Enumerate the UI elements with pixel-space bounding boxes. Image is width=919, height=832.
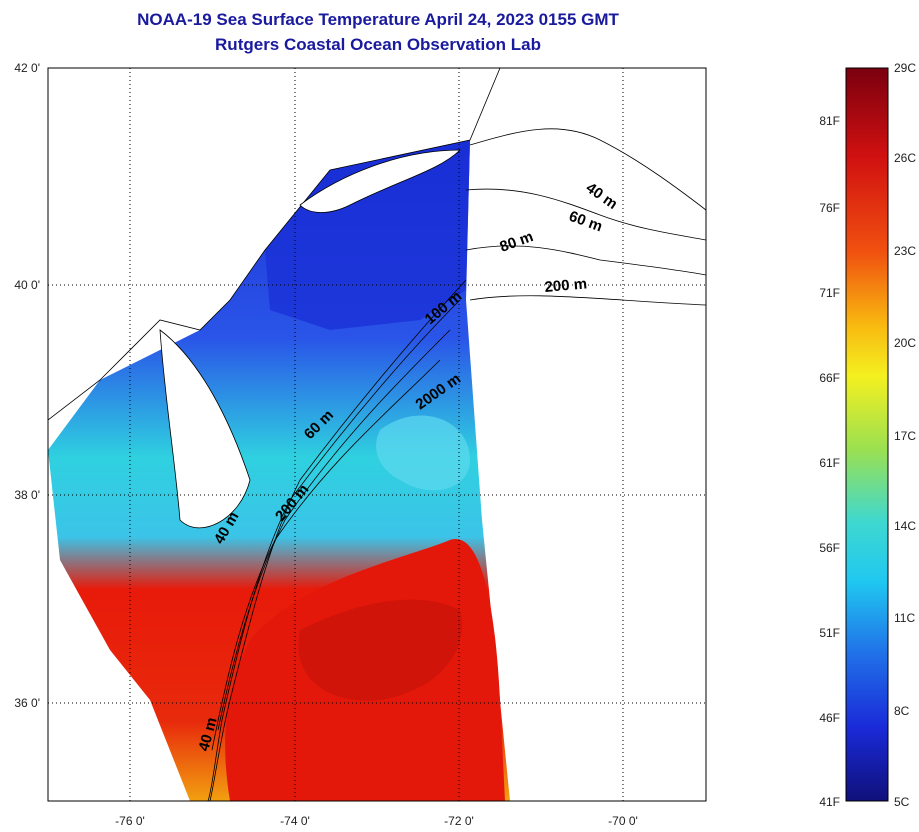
- lat-label-38: 38 0': [14, 488, 40, 502]
- land-mass: [48, 68, 501, 421]
- cb-c-14: 14C: [894, 519, 916, 533]
- contour-label-80m: 80 m: [498, 228, 536, 256]
- lon-label-70: -70 0': [608, 814, 638, 828]
- cb-c-23: 23C: [894, 244, 916, 258]
- sst-map: 42 0' 40 0' 38 0' 36 0' -76 0' -74 0' -7…: [14, 61, 707, 828]
- lat-label-42: 42 0': [14, 61, 40, 75]
- cb-f-71: 71F: [819, 286, 840, 300]
- cb-c-20: 20C: [894, 336, 916, 350]
- cb-f-66: 66F: [819, 371, 840, 385]
- cb-f-41: 41F: [819, 795, 840, 809]
- cb-f-56: 56F: [819, 541, 840, 555]
- lat-label-40: 40 0': [14, 278, 40, 292]
- contour-label-40m: 40 m: [583, 179, 621, 213]
- cb-c-8: 8C: [894, 704, 910, 718]
- graticule: [48, 68, 706, 801]
- cb-c-26: 26C: [894, 151, 916, 165]
- cb-f-51: 51F: [819, 626, 840, 640]
- lon-label-72: -72 0': [444, 814, 474, 828]
- cb-c-11: 11C: [894, 611, 915, 625]
- contour-label-60m: 60 m: [567, 208, 605, 236]
- cool-swirl: [376, 415, 470, 491]
- colorbar: 81F 76F 71F 66F 61F 56F 51F 46F 41F 29C …: [819, 61, 916, 809]
- colorbar-gradient: [845, 67, 889, 802]
- cb-f-61: 61F: [819, 456, 840, 470]
- map-subtitle: Rutgers Coastal Ocean Observation Lab: [215, 35, 541, 54]
- cb-c-5: 5C: [894, 795, 910, 809]
- bathymetry-contours: [207, 128, 706, 801]
- long-island: [299, 149, 461, 213]
- cb-c-29: 29C: [894, 61, 916, 75]
- delmarva: [159, 329, 251, 529]
- cb-f-46: 46F: [819, 711, 840, 725]
- cb-f-76: 76F: [819, 201, 840, 215]
- map-plot-area: [48, 68, 706, 801]
- lon-label-74: -74 0': [280, 814, 310, 828]
- plot-frame: [47, 67, 707, 802]
- cb-c-17: 17C: [894, 429, 916, 443]
- contour-label-200m-north: 200 m: [544, 275, 588, 296]
- lon-label-76: -76 0': [115, 814, 145, 828]
- hot-core: [298, 599, 462, 701]
- cb-f-81: 81F: [819, 114, 840, 128]
- map-title: NOAA-19 Sea Surface Temperature April 24…: [137, 10, 619, 29]
- lat-label-36: 36 0': [14, 696, 40, 710]
